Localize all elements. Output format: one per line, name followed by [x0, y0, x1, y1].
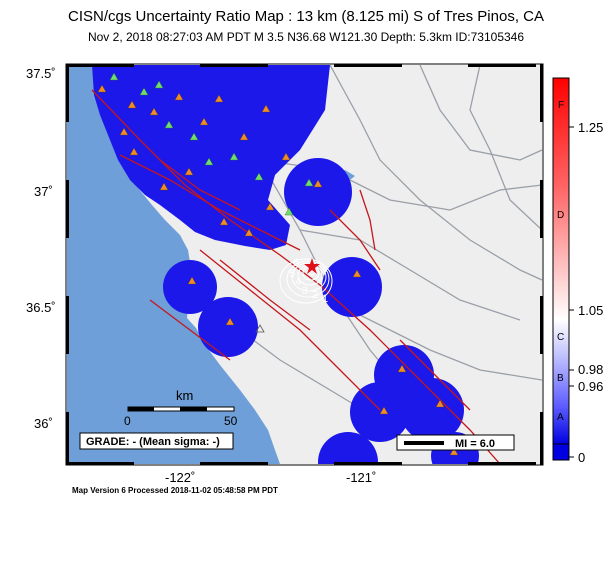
- mi-legend: MI = 6.0: [396, 434, 515, 451]
- contour-label: 6: [293, 257, 299, 269]
- scale-bar: km 0 50: [124, 388, 238, 428]
- colorbar-value: 0.98: [578, 362, 603, 377]
- lat-tick: 36˚: [34, 416, 53, 431]
- colorbar-gradient: [552, 77, 570, 445]
- grade-letter: B: [557, 373, 564, 384]
- seismic-triangles: [109, 72, 314, 216]
- colorbar: F D C B A 1.25 1.05 0.98 0.96 0: [552, 77, 603, 465]
- colorbar-value: 1.05: [578, 303, 603, 318]
- latitude-labels: 37.5˚ 37˚ 36.5˚ 36˚: [26, 66, 56, 431]
- colorbar-value: 0.96: [578, 379, 603, 394]
- grade-letter: F: [558, 100, 564, 111]
- contour-label: 1: [322, 293, 328, 305]
- station-triangles: [97, 84, 459, 456]
- grade-box: GRADE: - (Mean sigma: -): [79, 432, 234, 450]
- open-triangle-icon: [255, 324, 265, 333]
- scale-unit: km: [176, 388, 193, 403]
- mi-legend-text: MI = 6.0: [455, 438, 495, 450]
- scale-label-fifty: 50: [224, 414, 238, 428]
- lat-tick: 36.5˚: [26, 300, 56, 315]
- longitude-labels: -122˚ -121˚: [165, 470, 376, 485]
- colorbar-value: 0: [578, 450, 585, 465]
- grade-letter: C: [557, 332, 564, 343]
- epicenter-star-icon: [304, 258, 320, 274]
- lon-tick: -121˚: [346, 470, 376, 485]
- scale-label-zero: 0: [124, 414, 131, 428]
- grade-letter: A: [557, 412, 564, 423]
- map-canvas: 1 2 3 4 5 6: [67, 65, 542, 464]
- contour-label: 3: [302, 285, 308, 297]
- grade-text: GRADE: - (Mean sigma: -): [86, 436, 220, 448]
- map-subtitle: Nov 2, 2018 08:27:03 AM PDT M 3.5 N36.68…: [87, 30, 525, 44]
- contour-label: 5: [289, 268, 295, 280]
- grade-letter: D: [557, 210, 564, 221]
- lat-tick: 37.5˚: [26, 66, 56, 81]
- lon-tick: -122˚: [165, 470, 195, 485]
- map-border: [65, 63, 544, 466]
- colorbar-zero-swatch: [552, 443, 570, 461]
- footer-version: Map Version 6 Processed 2018-11-02 05:48…: [72, 486, 278, 495]
- map-title: CISN/cgs Uncertainty Ratio Map : 13 km (…: [67, 8, 544, 25]
- contour-label: 4: [295, 276, 301, 288]
- lat-tick: 37˚: [34, 184, 53, 199]
- colorbar-value: 1.25: [578, 120, 603, 135]
- contour-labels: 1 2 3 4 5 6: [289, 257, 328, 305]
- contour-label: 2: [312, 289, 318, 301]
